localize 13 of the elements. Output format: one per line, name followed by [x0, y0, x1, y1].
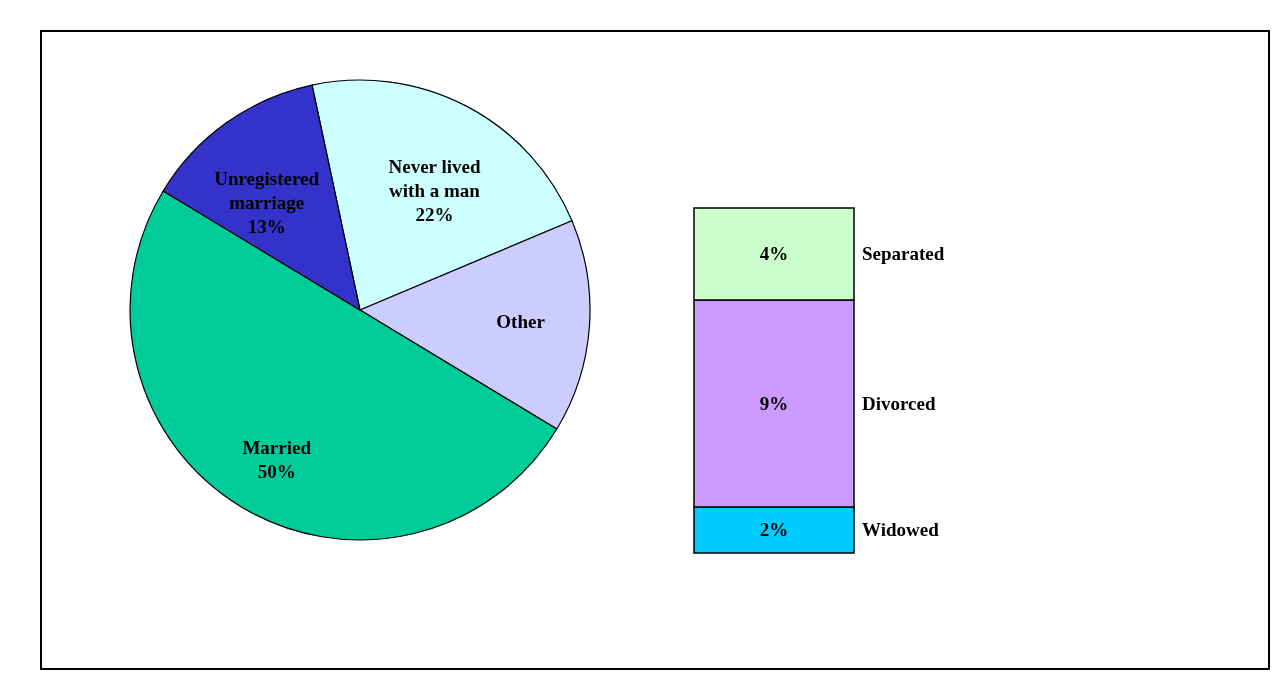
- data-label: 9%: [759, 392, 789, 414]
- slice-label: Married: [242, 436, 312, 458]
- series-label: Separated: [862, 243, 945, 264]
- data-label: 4%: [759, 243, 789, 264]
- data-label: 22%: [415, 204, 454, 226]
- slice-label: Never lived with a man: [388, 156, 481, 202]
- series-label: Divorced: [862, 392, 936, 414]
- slice-label: Other: [496, 310, 546, 332]
- data-label: 13%: [247, 215, 286, 237]
- data-label: 2%: [759, 519, 789, 540]
- slice-label: Unregistered marriage: [214, 167, 320, 213]
- series-label: Widowed: [862, 519, 940, 540]
- data-label: 50%: [257, 460, 296, 482]
